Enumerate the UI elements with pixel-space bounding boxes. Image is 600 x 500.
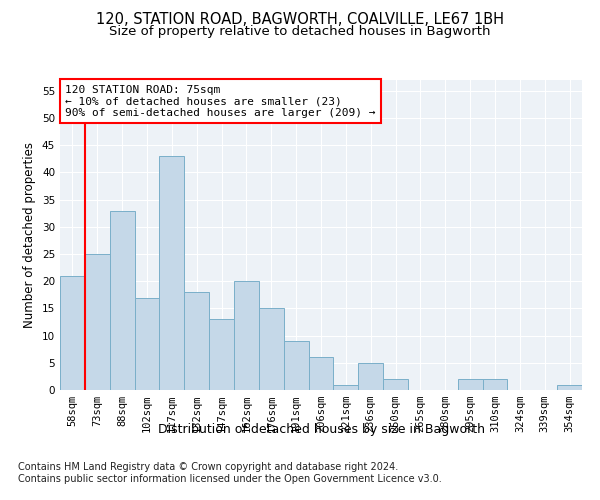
Bar (383, 379, 408, 390)
Bar (184, 292, 209, 390)
Text: 120 STATION ROAD: 75sqm
← 10% of detached houses are smaller (23)
90% of semi-de: 120 STATION ROAD: 75sqm ← 10% of detache… (65, 84, 376, 118)
Bar (334, 384, 358, 390)
Bar (85, 254, 110, 390)
Text: Distribution of detached houses by size in Bagworth: Distribution of detached houses by size … (157, 422, 485, 436)
Text: 120, STATION ROAD, BAGWORTH, COALVILLE, LE67 1BH: 120, STATION ROAD, BAGWORTH, COALVILLE, … (96, 12, 504, 28)
Bar (209, 320, 234, 390)
Bar (234, 281, 259, 390)
Text: Contains HM Land Registry data © Crown copyright and database right 2024.: Contains HM Land Registry data © Crown c… (18, 462, 398, 472)
Y-axis label: Number of detached properties: Number of detached properties (23, 142, 37, 328)
Bar (110, 210, 134, 390)
Bar (284, 341, 308, 390)
Text: Size of property relative to detached houses in Bagworth: Size of property relative to detached ho… (109, 25, 491, 38)
Bar (308, 358, 334, 390)
Bar (458, 379, 482, 390)
Bar (482, 379, 508, 390)
Bar (160, 156, 184, 390)
Text: Contains public sector information licensed under the Open Government Licence v3: Contains public sector information licen… (18, 474, 442, 484)
Bar (557, 384, 582, 390)
Bar (134, 298, 160, 390)
Bar (358, 363, 383, 390)
Bar (259, 308, 284, 390)
Bar (60, 276, 85, 390)
